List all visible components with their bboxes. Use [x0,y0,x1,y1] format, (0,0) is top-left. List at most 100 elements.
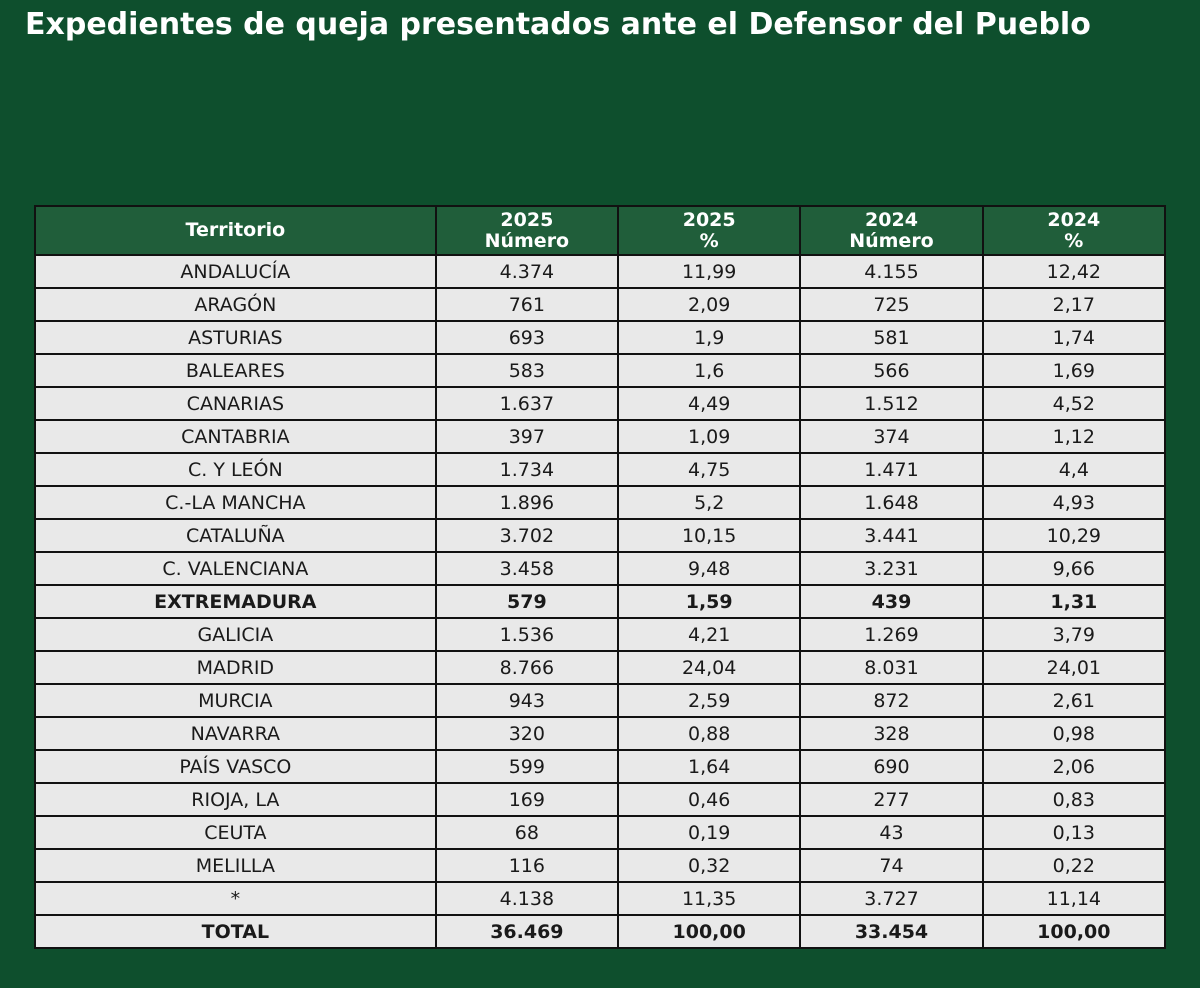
cell-territorio: BALEARES [34,353,437,388]
cell-n2025: 583 [434,353,620,388]
table-row: ASTURIAS 693 1,9 581 1,74 [34,320,1167,355]
table-header-row: Territorio 2025 Número 2025 % 2024 Númer… [34,205,1167,256]
cell-p2024: 10,29 [981,518,1167,553]
header-2025-numero: 2025 Número [434,205,620,256]
cell-p2025: 5,2 [617,485,802,520]
cell-p2025: 11,35 [617,881,802,916]
cell-territorio: TOTAL [34,914,437,949]
cell-p2025: 2,09 [617,287,802,322]
header-label: Número [849,229,934,252]
cell-n2025: 943 [434,683,620,718]
table-row: RIOJA, LA 169 0,46 277 0,83 [34,782,1167,817]
cell-p2024: 1,69 [981,353,1167,388]
cell-n2024: 1.648 [799,485,984,520]
cell-n2025: 397 [434,419,620,454]
cell-n2025: 3.702 [434,518,620,553]
cell-p2024: 3,79 [981,617,1167,652]
cell-p2024: 2,61 [981,683,1167,718]
header-2024-numero: 2024 Número [799,205,984,256]
cell-territorio: PAÍS VASCO [34,749,437,784]
cell-p2025: 0,88 [617,716,802,751]
cell-n2024: 1.512 [799,386,984,421]
cell-territorio: RIOJA, LA [34,782,437,817]
cell-p2024: 24,01 [981,650,1167,685]
cell-n2025: 8.766 [434,650,620,685]
table-row: MELILLA 116 0,32 74 0,22 [34,848,1167,883]
header-2024-percent: 2024 % [981,205,1167,256]
cell-territorio: ASTURIAS [34,320,437,355]
table-row: TOTAL 36.469 100,00 33.454 100,00 [34,914,1167,949]
header-territorio: Territorio [34,205,437,256]
complaints-table: Territorio 2025 Número 2025 % 2024 Númer… [34,205,1167,949]
cell-n2024: 328 [799,716,984,751]
cell-p2024: 9,66 [981,551,1167,586]
cell-n2024: 374 [799,419,984,454]
cell-n2024: 1.471 [799,452,984,487]
table-row: ANDALUCÍA 4.374 11,99 4.155 12,42 [34,254,1167,289]
cell-p2024: 11,14 [981,881,1167,916]
cell-p2024: 2,17 [981,287,1167,322]
cell-p2024: 4,4 [981,452,1167,487]
cell-territorio: C. VALENCIANA [34,551,437,586]
cell-n2025: 1.896 [434,485,620,520]
cell-n2024: 43 [799,815,984,850]
cell-p2024: 4,93 [981,485,1167,520]
table-row: BALEARES 583 1,6 566 1,69 [34,353,1167,388]
table-row: NAVARRA 320 0,88 328 0,98 [34,716,1167,751]
cell-n2024: 277 [799,782,984,817]
cell-p2025: 0,46 [617,782,802,817]
cell-p2025: 10,15 [617,518,802,553]
table-row: CANTABRIA 397 1,09 374 1,12 [34,419,1167,454]
cell-p2024: 12,42 [981,254,1167,289]
table-body: ANDALUCÍA 4.374 11,99 4.155 12,42 ARAGÓN 761 2,… [34,254,1167,949]
table-row: EXTREMADURA 579 1,59 439 1,31 [34,584,1167,619]
cell-territorio: * [34,881,437,916]
header-label: % [699,229,719,252]
cell-n2024: 8.031 [799,650,984,685]
cell-n2024: 4.155 [799,254,984,289]
cell-p2024: 0,98 [981,716,1167,751]
cell-p2024: 1,31 [981,584,1167,619]
table-row: * 4.138 11,35 3.727 11,14 [34,881,1167,916]
cell-n2025: 3.458 [434,551,620,586]
cell-territorio: MADRID [34,650,437,685]
cell-n2024: 690 [799,749,984,784]
table-row: CEUTA 68 0,19 43 0,13 [34,815,1167,850]
cell-p2025: 24,04 [617,650,802,685]
cell-p2024: 2,06 [981,749,1167,784]
cell-n2025: 169 [434,782,620,817]
cell-n2025: 1.637 [434,386,620,421]
table-row: ARAGÓN 761 2,09 725 2,17 [34,287,1167,322]
cell-n2024: 74 [799,848,984,883]
cell-n2024: 3.727 [799,881,984,916]
header-label: Territorio [185,219,286,241]
cell-p2025: 4,49 [617,386,802,421]
header-label: Número [484,229,570,252]
cell-p2025: 1,6 [617,353,802,388]
cell-p2024: 100,00 [981,914,1167,949]
cell-p2025: 4,75 [617,452,802,487]
cell-n2024: 581 [799,320,984,355]
cell-p2025: 1,59 [617,584,802,619]
cell-territorio: GALICIA [34,617,437,652]
cell-n2025: 68 [434,815,620,850]
cell-n2025: 320 [434,716,620,751]
table-row: C. VALENCIANA 3.458 9,48 3.231 9,66 [34,551,1167,586]
cell-p2025: 2,59 [617,683,802,718]
header-year: 2024 [865,208,918,231]
cell-n2024: 3.231 [799,551,984,586]
table-row: C.-LA MANCHA 1.896 5,2 1.648 4,93 [34,485,1167,520]
cell-n2025: 1.536 [434,617,620,652]
table-row: GALICIA 1.536 4,21 1.269 3,79 [34,617,1167,652]
cell-p2025: 1,9 [617,320,802,355]
cell-territorio: CATALUÑA [34,518,437,553]
cell-p2024: 0,13 [981,815,1167,850]
cell-n2025: 1.734 [434,452,620,487]
cell-territorio: CANTABRIA [34,419,437,454]
cell-n2025: 4.138 [434,881,620,916]
table-row: CANARIAS 1.637 4,49 1.512 4,52 [34,386,1167,421]
page-title: Expedientes de queja presentados ante el… [25,7,1091,42]
table-row: MADRID 8.766 24,04 8.031 24,01 [34,650,1167,685]
cell-territorio: NAVARRA [34,716,437,751]
cell-n2024: 1.269 [799,617,984,652]
